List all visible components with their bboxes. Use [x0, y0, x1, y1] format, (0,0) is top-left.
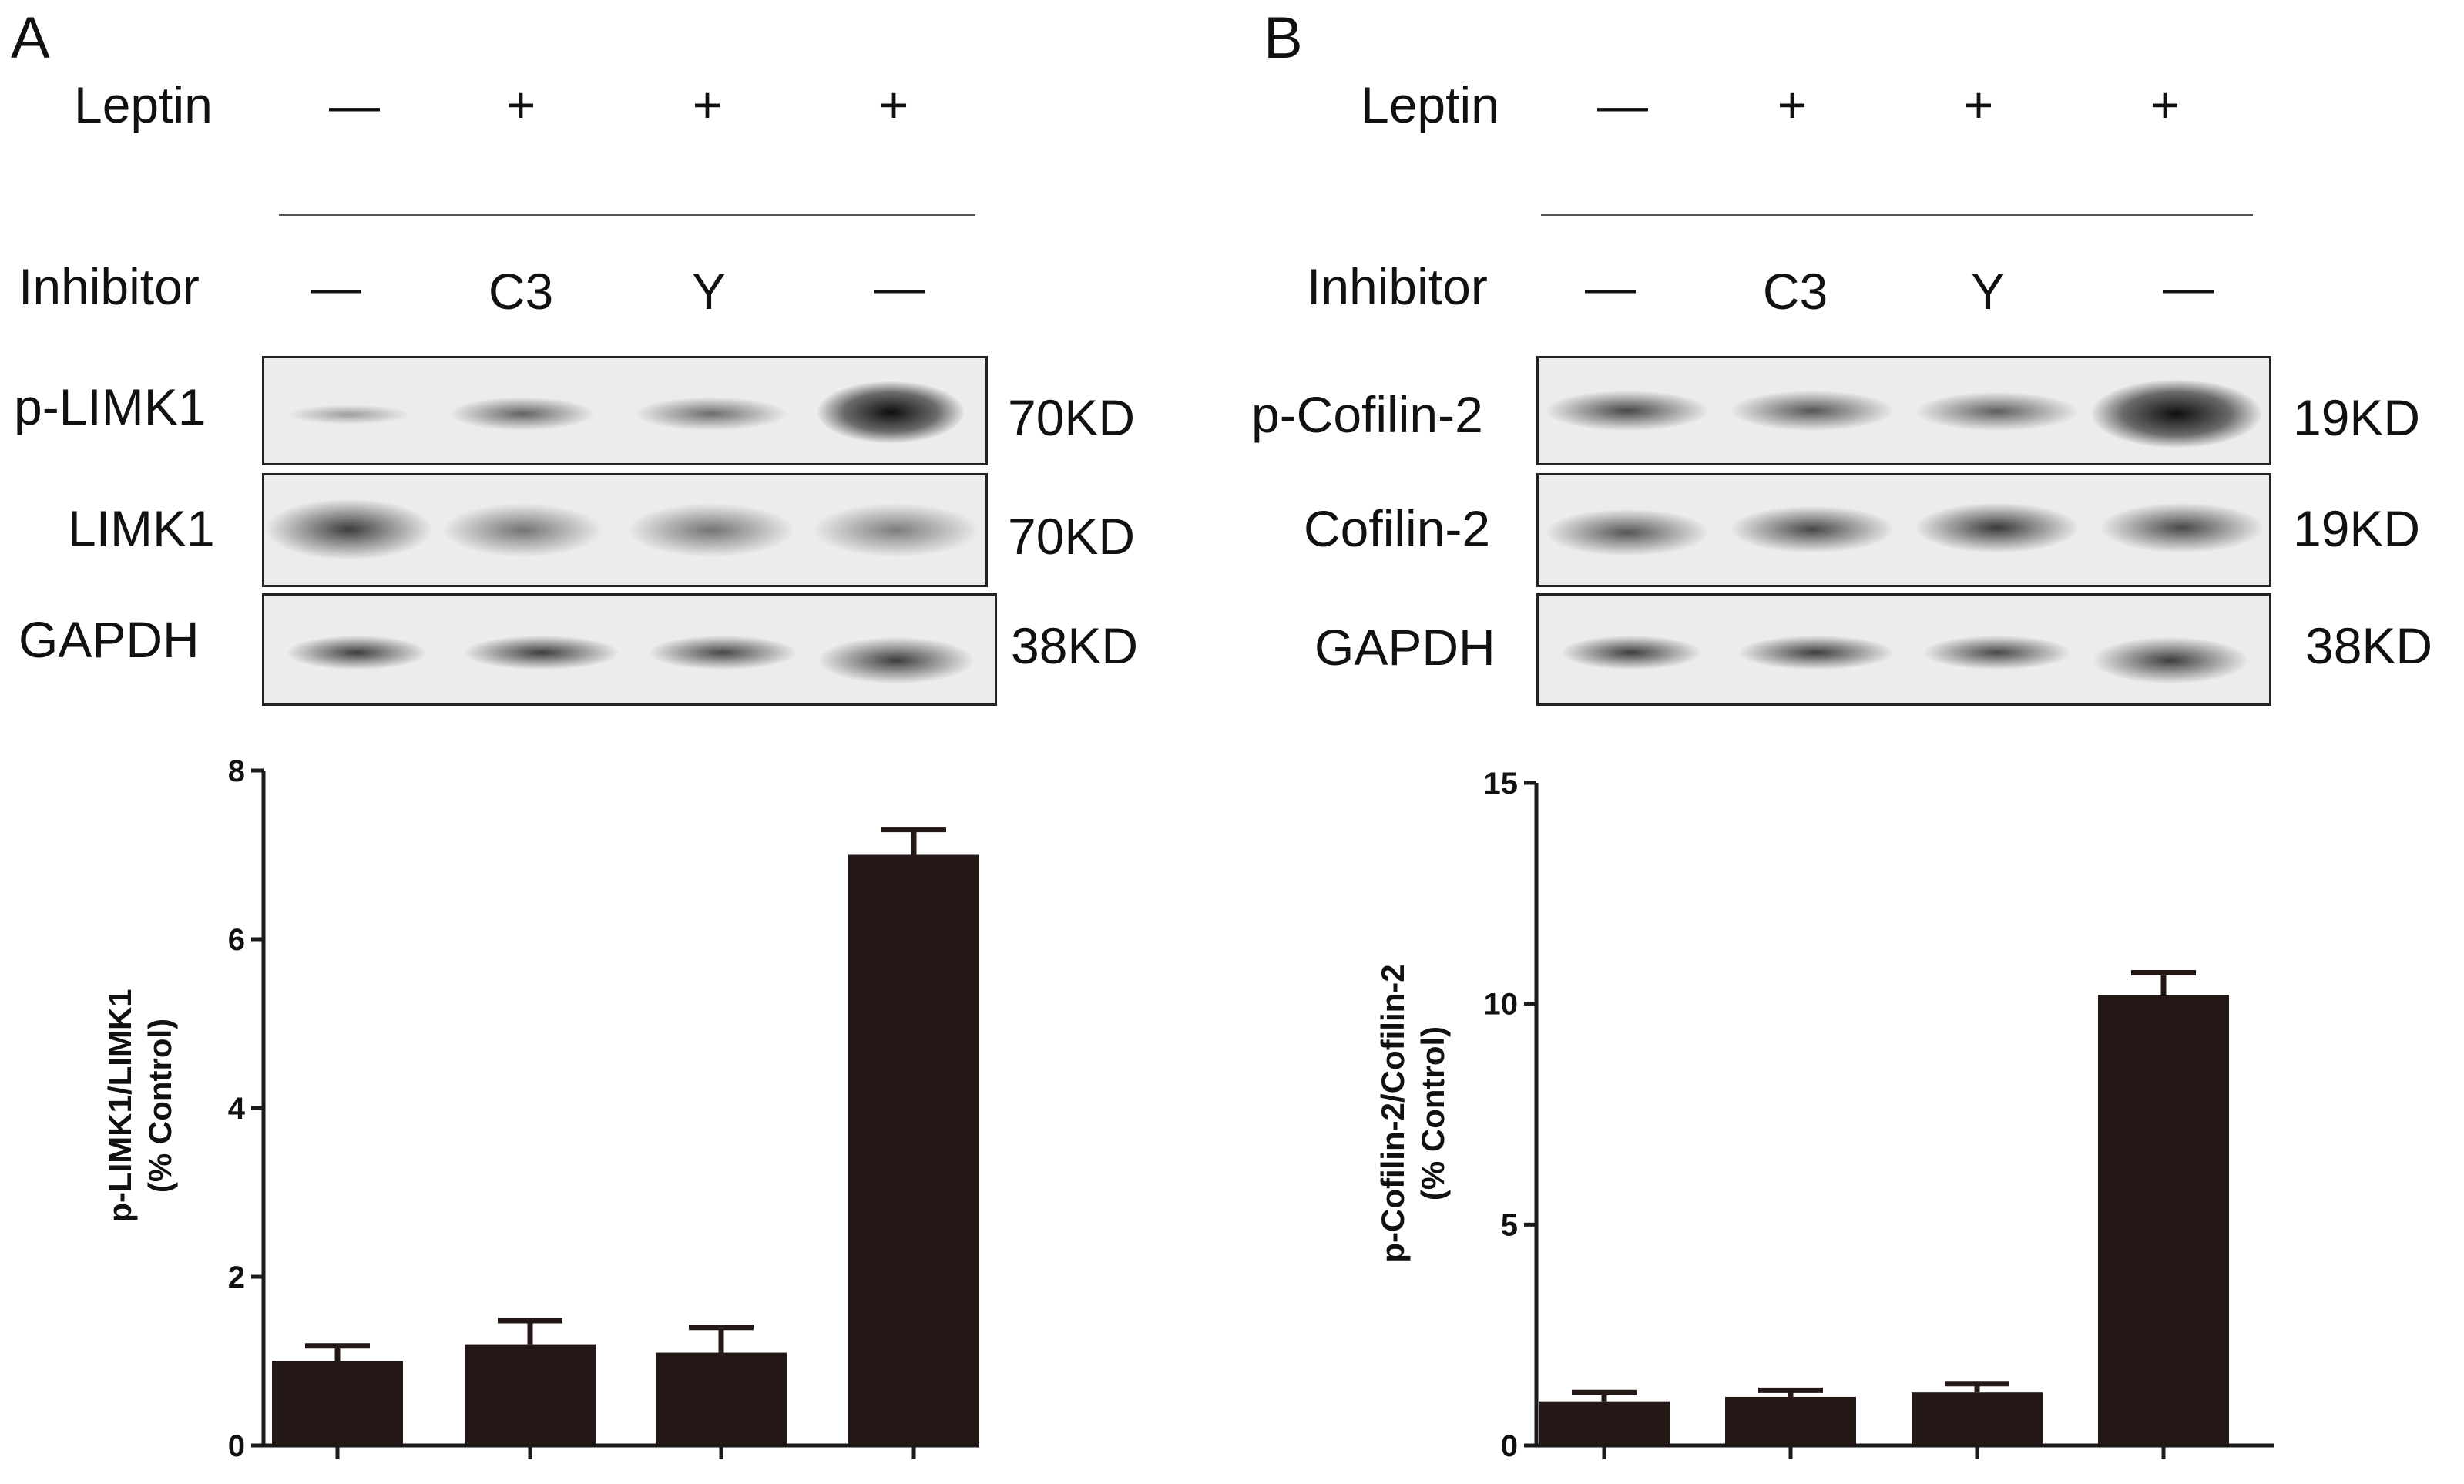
bar: [2098, 995, 2229, 1445]
blot-p-limk1: [262, 356, 988, 465]
y-tick-label: 4: [228, 1092, 246, 1126]
y-tick-label: 5: [1501, 1208, 1518, 1242]
blot-label-gapdh: GAPDH: [18, 611, 200, 668]
y-tick-label: 8: [228, 754, 245, 788]
panel-letter-a: A: [11, 5, 50, 71]
kd-label: 19KD: [2293, 500, 2421, 557]
inhibitor-lane-3: Y: [691, 263, 727, 320]
leptin-lane-3: +: [1963, 76, 1994, 133]
inhibitor-label: Inhibitor: [18, 258, 200, 315]
leptin-lane-3: +: [692, 76, 723, 133]
kd-label: 70KD: [1008, 389, 1136, 446]
blot-label-limk1: LIMK1: [68, 500, 215, 557]
chart-b: 0 5 10 15 p-Cofilin-2/Cofilin-2 (% Control): [1375, 767, 2274, 1463]
leptin-label: Leptin: [1361, 76, 1499, 133]
separator-line: [1541, 214, 2253, 216]
bar: [1912, 1392, 2043, 1445]
y-axis-label: p-LIMK1/LIMK1: [102, 989, 138, 1222]
leptin-lane-2: +: [1777, 76, 1808, 133]
bar: [848, 854, 979, 1445]
y-axis-label-unit: (% Control): [1415, 1026, 1451, 1200]
leptin-label: Leptin: [74, 76, 213, 133]
y-tick-label: 0: [228, 1429, 245, 1463]
kd-label: 19KD: [2293, 389, 2421, 446]
blot-label-p-limk1: p-LIMK1: [14, 378, 206, 435]
bar: [465, 1344, 596, 1445]
inhibitor-label: Inhibitor: [1307, 258, 1488, 315]
y-tick-label: 15: [1484, 767, 1519, 801]
bar: [656, 1352, 787, 1445]
chart-a: 0 2 4 6 8 p-LIMK1/LIMK1 (% Control): [102, 754, 979, 1463]
inhibitor-lane-2: C3: [488, 263, 554, 320]
leptin-lane-1: —: [1597, 76, 1648, 133]
inhibitor-lane-2: C3: [1762, 263, 1828, 320]
leptin-lane-2: +: [505, 76, 536, 133]
blot-label-cofilin-2: Cofilin-2: [1304, 500, 1491, 557]
bar: [1725, 1396, 1856, 1445]
y-tick-label: 10: [1484, 988, 1519, 1022]
y-axis-label-unit: (% Control): [142, 1019, 178, 1193]
blot-gapdh: [262, 593, 997, 706]
kd-label: 38KD: [1011, 617, 1139, 674]
inhibitor-lane-1: —: [311, 258, 361, 315]
blot-limk1: [262, 473, 988, 587]
y-axis-label: p-Cofilin-2/Cofilin-2: [1375, 964, 1411, 1262]
blot-label-p-cofilin-2: p-Cofilin-2: [1251, 386, 1483, 443]
inhibitor-lane-1: —: [1585, 258, 1636, 315]
inhibitor-lane-4: —: [874, 258, 925, 315]
inhibitor-lane-3: Y: [1970, 263, 2006, 320]
kd-label: 38KD: [2305, 617, 2433, 674]
kd-label: 70KD: [1008, 508, 1136, 565]
blot-p-cofilin-2: [1536, 356, 2271, 465]
leptin-lane-4: +: [878, 76, 909, 133]
panel-letter-b: B: [1264, 5, 1303, 71]
blot-cofilin-2: [1536, 473, 2271, 587]
y-tick-label: 2: [228, 1261, 245, 1294]
inhibitor-lane-4: —: [2163, 258, 2214, 315]
blot-label-gapdh: GAPDH: [1314, 619, 1496, 676]
leptin-lane-1: —: [329, 76, 380, 133]
bar: [1539, 1401, 1670, 1445]
leptin-lane-4: +: [2150, 76, 2180, 133]
y-tick-label: 6: [228, 923, 245, 957]
separator-line: [279, 214, 975, 216]
y-tick-label: 0: [1501, 1429, 1518, 1463]
blot-gapdh: [1536, 593, 2271, 706]
bar: [272, 1361, 403, 1445]
